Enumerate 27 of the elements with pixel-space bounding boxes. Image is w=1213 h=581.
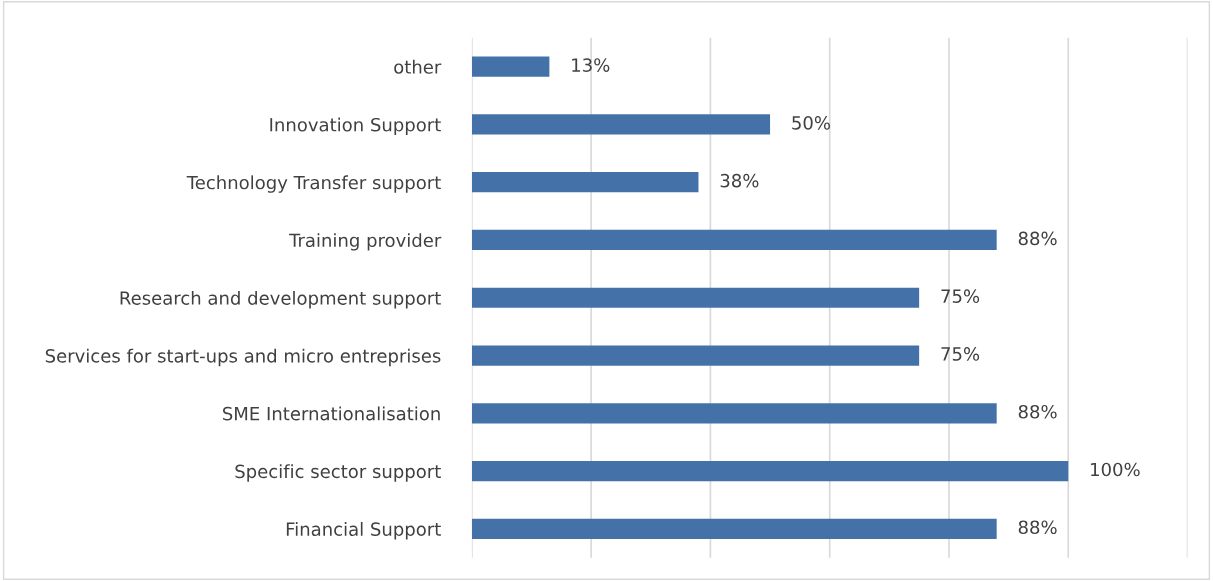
bar — [471, 518, 997, 539]
bar — [471, 114, 771, 135]
bar — [471, 287, 920, 308]
y-tick-label: Services for start-ups and micro entreprises — [45, 348, 441, 367]
bar — [471, 403, 997, 424]
data-label: 13% — [572, 58, 610, 72]
y-tick-label: Specific sector support — [235, 464, 441, 482]
data-label: 38% — [720, 173, 759, 188]
y-tick-label: Training provider — [289, 233, 442, 251]
y-tick-label: Technology Transfer support — [186, 175, 441, 193]
bar — [471, 460, 1069, 482]
data-label: 50% — [792, 116, 831, 130]
data-label: 88% — [1018, 231, 1057, 246]
bar — [471, 345, 920, 366]
bar — [471, 229, 997, 251]
y-tick-label: other — [394, 59, 442, 74]
data-label: 100% — [1091, 462, 1140, 477]
y-tick-label: Research and development support — [120, 290, 441, 309]
data-label: 75% — [941, 289, 980, 303]
y-tick-label: Innovation Support — [270, 117, 441, 136]
data-label: 88% — [1018, 404, 1057, 419]
data-label: 75% — [941, 347, 980, 361]
bar — [471, 172, 699, 193]
bar — [471, 56, 550, 77]
y-tick-label: SME Internationalisation — [223, 406, 440, 421]
data-label: 88% — [1018, 520, 1057, 535]
y-tick-label: Financial Support — [286, 522, 441, 540]
